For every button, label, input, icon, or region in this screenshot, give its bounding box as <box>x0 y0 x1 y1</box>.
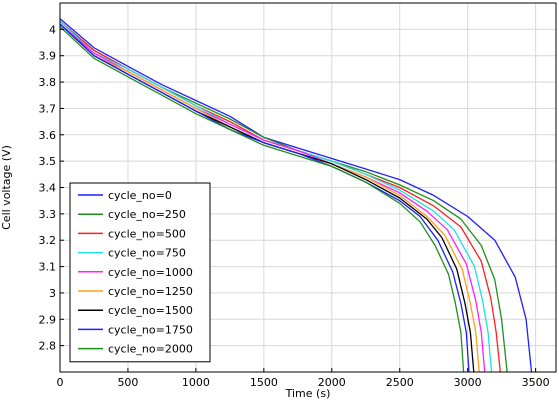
y-tick-label: 2.9 <box>39 313 57 326</box>
series-line-8 <box>60 26 465 372</box>
legend-label: cycle_no=500 <box>108 227 186 240</box>
legend-label: cycle_no=2000 <box>108 343 193 356</box>
y-tick-label: 3.6 <box>39 129 57 142</box>
x-tick-label: 0 <box>57 376 64 389</box>
legend-label: cycle_no=1250 <box>108 285 193 298</box>
x-tick-label: 2500 <box>386 376 414 389</box>
y-tick-label: 3.8 <box>39 76 57 89</box>
legend-label: cycle_no=250 <box>108 208 186 221</box>
x-tick-label: 500 <box>117 376 138 389</box>
y-tick-label: 3.2 <box>39 234 57 247</box>
x-tick-label: 2000 <box>318 376 346 389</box>
x-tick-label: 1500 <box>250 376 278 389</box>
y-tick-label: 3.3 <box>39 208 57 221</box>
legend-label: cycle_no=1500 <box>108 304 193 317</box>
y-tick-label: 3.7 <box>39 102 57 115</box>
legend-label: cycle_no=1000 <box>108 266 193 279</box>
y-tick-label: 3.5 <box>39 155 57 168</box>
y-tick-label: 4 <box>49 23 56 36</box>
series-line-0 <box>60 18 533 372</box>
legend-label: cycle_no=0 <box>108 189 172 202</box>
x-axis-label: Time (s) <box>285 387 331 400</box>
legend-items: cycle_no=0 cycle_no=250 cycle_no=500 cycle_… <box>78 189 193 356</box>
legend: cycle_no=0 cycle_no=250 cycle_no=500 cycle_… <box>69 182 211 363</box>
legend-label: cycle_no=1750 <box>108 323 193 336</box>
y-tick-label: 2.8 <box>39 340 57 353</box>
y-axis-label: Cell voltage (V) <box>0 145 13 230</box>
axis-ticks: 0 500 1000 1500 2000 2500 3000 3500 2.8 2.9 3 3.1 3.… <box>39 23 550 389</box>
x-tick-label: 1000 <box>182 376 210 389</box>
series-line-3 <box>60 20 493 372</box>
x-tick-label: 3500 <box>522 376 550 389</box>
x-tick-label: 3000 <box>454 376 482 389</box>
y-tick-label: 3.9 <box>39 50 57 63</box>
y-tick-label: 3.1 <box>39 261 57 274</box>
y-tick-label: 3 <box>49 287 56 300</box>
y-tick-label: 3.4 <box>39 182 57 195</box>
legend-label: cycle_no=750 <box>108 247 186 260</box>
series-lines <box>60 18 533 372</box>
